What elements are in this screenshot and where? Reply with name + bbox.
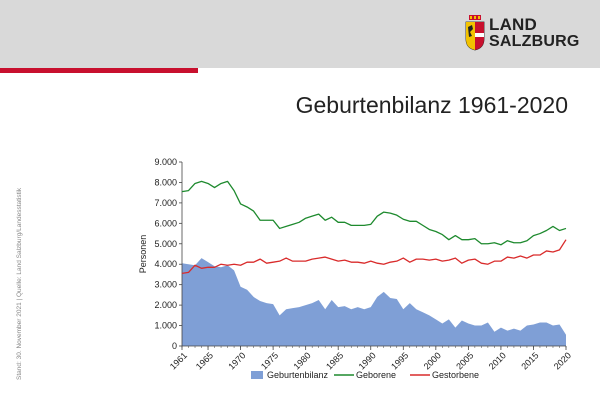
- x-tick-label: 1985: [324, 350, 345, 371]
- header-bar: [0, 0, 600, 68]
- y-tick-label: 9.000: [154, 157, 177, 167]
- x-tick-label: 1965: [194, 350, 215, 371]
- x-tick-label: 1980: [291, 350, 312, 371]
- line-layer: [181, 180, 567, 275]
- area-layer: [182, 258, 566, 346]
- x-tick-label: 1995: [389, 350, 410, 371]
- x-tick-label: 1975: [259, 350, 280, 371]
- series-line-gestorbene: [181, 239, 567, 275]
- chart-title: Geburtenbilanz 1961-2020: [295, 92, 568, 118]
- axis-layer: [179, 161, 567, 350]
- x-tick-label: 2020: [552, 350, 573, 371]
- x-tick-label: 2000: [422, 350, 443, 371]
- y-tick-label: 8.000: [154, 177, 177, 187]
- series-line-geborene: [181, 180, 567, 246]
- y-tick-label: 4.000: [154, 259, 177, 269]
- legend-layer: Geburtenbilanz Geborene Gestorbene: [251, 370, 479, 380]
- series-area-geburtenbilanz: [182, 258, 566, 346]
- legend-label-geborene: Geborene: [356, 370, 396, 380]
- land-salzburg-logo: LAND SALZBURG: [464, 14, 584, 54]
- x-tick-label: 2015: [519, 350, 540, 371]
- y-axis-title: Personen: [138, 235, 148, 274]
- y-tick-label: 6.000: [154, 218, 177, 228]
- logo-text-salzburg: SALZBURG: [489, 33, 580, 50]
- x-tick-label: 2010: [487, 350, 508, 371]
- x-tick-label: 2005: [454, 350, 475, 371]
- y-tick-label: 3.000: [154, 280, 177, 290]
- y-tick-label: 7.000: [154, 198, 177, 208]
- header-accent-bar: [0, 68, 198, 73]
- y-tick-label: 1.000: [154, 321, 177, 331]
- y-tick-label: 0: [172, 341, 177, 351]
- logo-text-land: LAND: [489, 15, 538, 34]
- legend-label-geburtenbilanz: Geburtenbilanz: [267, 370, 329, 380]
- x-tick-label: 1990: [357, 350, 378, 371]
- y-tick-label: 2.000: [154, 300, 177, 310]
- y-tick-label: 5.000: [154, 239, 177, 249]
- x-tick-label: 1970: [226, 350, 247, 371]
- legend-label-gestorbene: Gestorbene: [432, 370, 479, 380]
- legend-swatch-geburtenbilanz: [251, 371, 263, 379]
- x-tick-label: 1961: [168, 350, 189, 371]
- coat-of-arms-icon: [465, 15, 485, 51]
